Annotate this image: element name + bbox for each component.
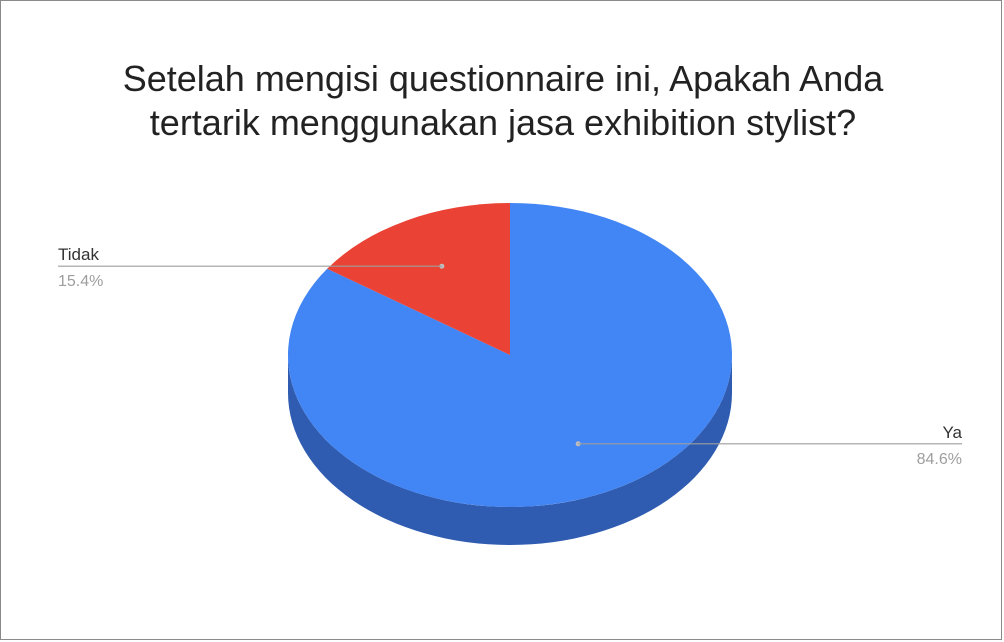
chart-title-line-1: Setelah mengisi questionnaire ini, Apaka… xyxy=(122,58,884,99)
slice-value-label-tidak: 15.4% xyxy=(58,273,103,290)
pie-labels: Ya 84.6% Tidak 15.4% xyxy=(58,245,963,468)
chart-title-line-2: tertarik menggunakan jasa exhibition sty… xyxy=(149,102,857,143)
pie-sides xyxy=(288,355,732,545)
slice-label-ya: Ya xyxy=(942,423,962,442)
pie-side-ya xyxy=(288,355,732,545)
slice-value-label-ya: 84.6% xyxy=(917,451,962,468)
pie-slices xyxy=(287,203,732,508)
pie-slice-tidak xyxy=(327,203,510,355)
slice-label-tidak: Tidak xyxy=(58,245,99,264)
chart-title: Setelah mengisi questionnaire ini, Apaka… xyxy=(1,57,1004,145)
